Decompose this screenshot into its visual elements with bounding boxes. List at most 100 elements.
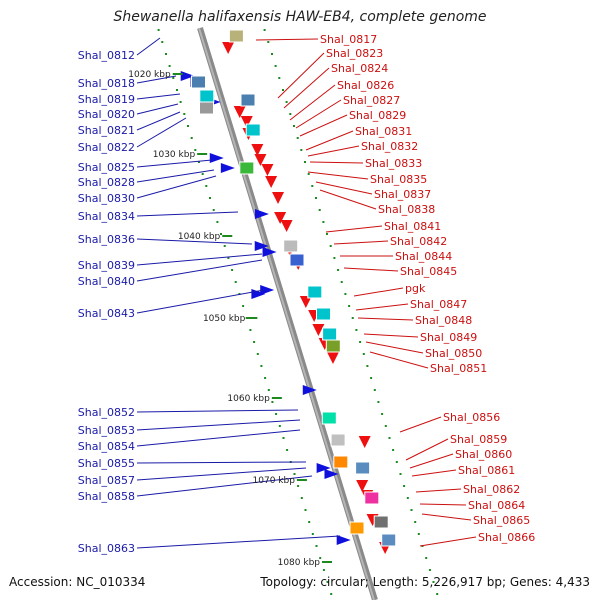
right-gene-label: Shal_0844 bbox=[395, 250, 452, 263]
ruler-dot bbox=[322, 569, 325, 571]
right-gene-label: Shal_0841 bbox=[384, 220, 441, 233]
ruler-dot bbox=[351, 317, 354, 319]
leader-line bbox=[136, 461, 307, 464]
right-gene-label: Shal_0832 bbox=[361, 140, 418, 153]
left-gene-label: Shal_0836 bbox=[78, 233, 135, 246]
reverse-gene-arrow bbox=[261, 164, 274, 176]
ruler-dot bbox=[267, 389, 270, 391]
gene-box bbox=[245, 123, 261, 137]
left-gene-label: Shal_0821 bbox=[78, 124, 135, 137]
leader-line bbox=[315, 181, 373, 195]
gene-box bbox=[364, 491, 380, 505]
left-gene-labels: Shal_0812 Shal_0818 Shal_0819 Shal_0820 Shal… bbox=[78, 49, 135, 555]
right-gene-label: Shal_0856 bbox=[443, 411, 500, 424]
leader-line bbox=[365, 341, 424, 354]
right-gene-label: Shal_0824 bbox=[331, 62, 388, 75]
ruler-dot bbox=[157, 29, 160, 31]
gene-box bbox=[240, 93, 256, 107]
right-gene-label: Shal_0851 bbox=[430, 362, 487, 375]
gene-box bbox=[381, 533, 397, 547]
left-gene-label: Shal_0854 bbox=[78, 440, 135, 453]
right-gene-label: Shal_0831 bbox=[355, 125, 412, 138]
reverse-gene-arrow bbox=[312, 324, 325, 336]
ruler-dot bbox=[165, 53, 167, 55]
leader-line bbox=[136, 103, 179, 115]
leader-line bbox=[136, 419, 301, 431]
ruler-dot bbox=[231, 269, 234, 271]
leader-line bbox=[295, 99, 342, 129]
ruler-dot bbox=[278, 425, 281, 427]
ruler-dot bbox=[187, 125, 189, 127]
right-gene-label: Shal_0865 bbox=[473, 514, 530, 527]
gene-box bbox=[321, 411, 337, 425]
tick-label: 1060 kbp bbox=[227, 394, 270, 404]
right-gene-label: Shal_0849 bbox=[420, 331, 477, 344]
ruler-dot bbox=[436, 593, 439, 595]
leader-line bbox=[136, 211, 239, 217]
gene-box bbox=[199, 101, 214, 115]
forward-gene-arrow bbox=[262, 247, 277, 257]
ruler-dot bbox=[297, 485, 300, 487]
right-gene-label: Shal_0827 bbox=[343, 94, 400, 107]
ruler-dot bbox=[300, 497, 303, 499]
right-gene-label: Shal_0823 bbox=[326, 47, 383, 60]
right-gene-label: Shal_0833 bbox=[365, 157, 422, 170]
leader-line bbox=[343, 267, 399, 272]
leader-line bbox=[307, 171, 369, 180]
ruler-dot bbox=[190, 137, 193, 139]
tick-label: 1050 kbp bbox=[203, 314, 246, 324]
gene-box bbox=[191, 75, 206, 89]
left-gene-label: Shal_0834 bbox=[78, 210, 135, 223]
left-gene-label: Shal_0857 bbox=[78, 474, 135, 487]
ruler-dot bbox=[326, 581, 329, 583]
leader-line bbox=[136, 93, 181, 100]
ruler-dot bbox=[256, 353, 259, 355]
ruler-dot bbox=[373, 389, 376, 391]
forward-gene-arrow bbox=[302, 385, 317, 395]
reverse-gene-arrow bbox=[280, 220, 293, 232]
ruler-dot bbox=[289, 113, 292, 115]
forward-gene-arrow bbox=[180, 71, 195, 81]
reverse-gene-arrow bbox=[222, 42, 235, 54]
leader-line bbox=[136, 175, 217, 199]
ruler-dot bbox=[355, 329, 358, 331]
leader-line bbox=[255, 38, 319, 41]
left-gene-label: Shal_0839 bbox=[78, 259, 135, 272]
left-gene-label: Shal_0843 bbox=[78, 307, 135, 320]
ruler-dot bbox=[296, 137, 299, 139]
right-gene-label: Shal_0848 bbox=[415, 314, 472, 327]
leader-line bbox=[136, 475, 313, 497]
gene-box bbox=[289, 253, 305, 267]
right-gene-label: Shal_0862 bbox=[463, 483, 520, 496]
ruler-dot bbox=[344, 293, 347, 295]
ruler-dot bbox=[282, 437, 285, 439]
ruler-dot bbox=[223, 245, 226, 247]
ruler-dot bbox=[227, 257, 230, 259]
forward-gene-arrow bbox=[209, 153, 224, 163]
gene-box bbox=[355, 461, 371, 475]
forward-gene-arrow bbox=[254, 241, 269, 251]
left-gene-label: Shal_0820 bbox=[78, 108, 135, 121]
gene-box bbox=[322, 327, 338, 341]
ruler-dot bbox=[176, 89, 178, 91]
leader-line bbox=[136, 409, 299, 413]
ruler-dot bbox=[274, 65, 277, 67]
tick-label: 1080 kbp bbox=[278, 558, 321, 568]
ruler-dot bbox=[212, 209, 215, 211]
right-gene-label: Shal_0845 bbox=[400, 265, 457, 278]
ruler-dot bbox=[318, 209, 321, 211]
left-gene-label: Shal_0855 bbox=[78, 457, 135, 470]
leader-line bbox=[289, 84, 336, 121]
right-gene-label: Shal_0835 bbox=[370, 173, 427, 186]
gene-box bbox=[228, 29, 244, 43]
leader-line bbox=[411, 469, 457, 477]
ruler-dot bbox=[300, 149, 303, 151]
gene-box bbox=[373, 515, 389, 529]
reverse-gene-arrow bbox=[251, 144, 264, 156]
gene-box bbox=[307, 285, 323, 299]
tick-label: 1020 kbp bbox=[128, 70, 171, 80]
right-gene-label: Shal_0860 bbox=[455, 448, 512, 461]
ruler-dot bbox=[293, 473, 296, 475]
ruler-dot bbox=[242, 305, 245, 307]
